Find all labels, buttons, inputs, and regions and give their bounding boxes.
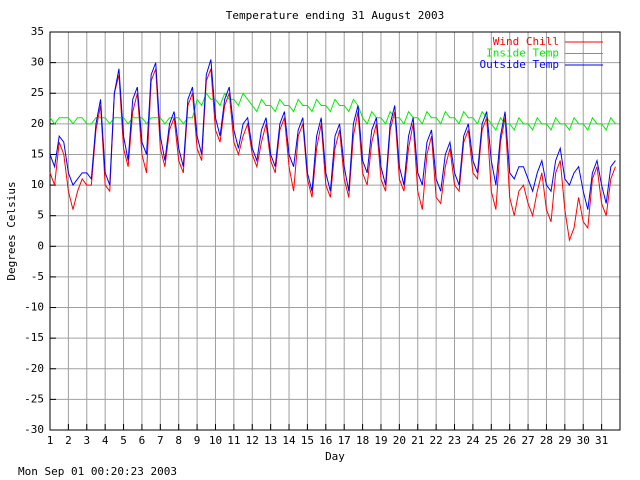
x-tick-label: 7 (157, 434, 164, 447)
y-tick-label: -20 (24, 362, 44, 375)
y-tick-label: -25 (24, 392, 44, 405)
plot-frame (49, 31, 621, 431)
y-tick-label: -10 (24, 301, 44, 314)
y-tick-label: -5 (31, 270, 44, 283)
data-line (49, 59, 616, 210)
x-tick-label: 12 (246, 434, 259, 447)
y-tick-label: 20 (31, 117, 44, 130)
chart-title: Temperature ending 31 August 2003 (226, 9, 445, 22)
y-axis-label: Degrees Celsius (5, 181, 18, 280)
x-tick-label: 16 (319, 434, 332, 447)
x-tick-label: 28 (540, 434, 553, 447)
x-tick-label: 14 (282, 434, 296, 447)
x-tick-label: 4 (102, 434, 109, 447)
legend-label: Inside Temp (486, 47, 559, 60)
x-tick-label: 17 (338, 434, 351, 447)
x-tick-label: 25 (485, 434, 498, 447)
x-tick-label: 26 (503, 434, 516, 447)
y-tick-label: 0 (37, 239, 44, 252)
y-tick-label: 5 (37, 209, 44, 222)
x-tick-label: 9 (194, 434, 201, 447)
legend-label: Outside Temp (480, 58, 559, 71)
x-tick-label: 2 (65, 434, 72, 447)
x-tick-label: 27 (521, 434, 534, 447)
x-tick-label: 11 (227, 434, 240, 447)
data-line (49, 68, 616, 243)
x-tick-label: 22 (430, 434, 443, 447)
x-tick-label: 15 (301, 434, 314, 447)
x-tick-label: 20 (393, 434, 406, 447)
y-tick-label: 30 (31, 56, 44, 69)
y-tick-label: 10 (31, 178, 44, 191)
x-tick-label: 24 (466, 434, 480, 447)
data-line (49, 92, 616, 131)
x-tick-label: 30 (577, 434, 590, 447)
x-tick-label: 6 (139, 434, 146, 447)
x-tick-label: 1 (47, 434, 54, 447)
legend-label: Wind Chill (493, 35, 559, 48)
y-tick-label: 25 (31, 86, 44, 99)
y-tick-label: 15 (31, 147, 44, 160)
x-tick-label: 5 (120, 434, 127, 447)
x-tick-label: 8 (175, 434, 182, 447)
x-tick-label: 29 (558, 434, 571, 447)
timestamp: Mon Sep 01 00:20:23 2003 (18, 465, 177, 478)
x-tick-label: 3 (83, 434, 90, 447)
x-axis-label: Day (325, 450, 345, 463)
x-tick-label: 18 (356, 434, 369, 447)
x-tick-label: 23 (448, 434, 461, 447)
x-tick-label: 21 (411, 434, 424, 447)
x-tick-label: 10 (209, 434, 222, 447)
x-tick-label: 31 (595, 434, 608, 447)
x-tick-label: 13 (264, 434, 277, 447)
y-tick-label: 35 (31, 25, 44, 38)
x-tick-label: 19 (374, 434, 387, 447)
y-tick-label: -15 (24, 331, 44, 344)
y-tick-label: -30 (24, 423, 44, 436)
